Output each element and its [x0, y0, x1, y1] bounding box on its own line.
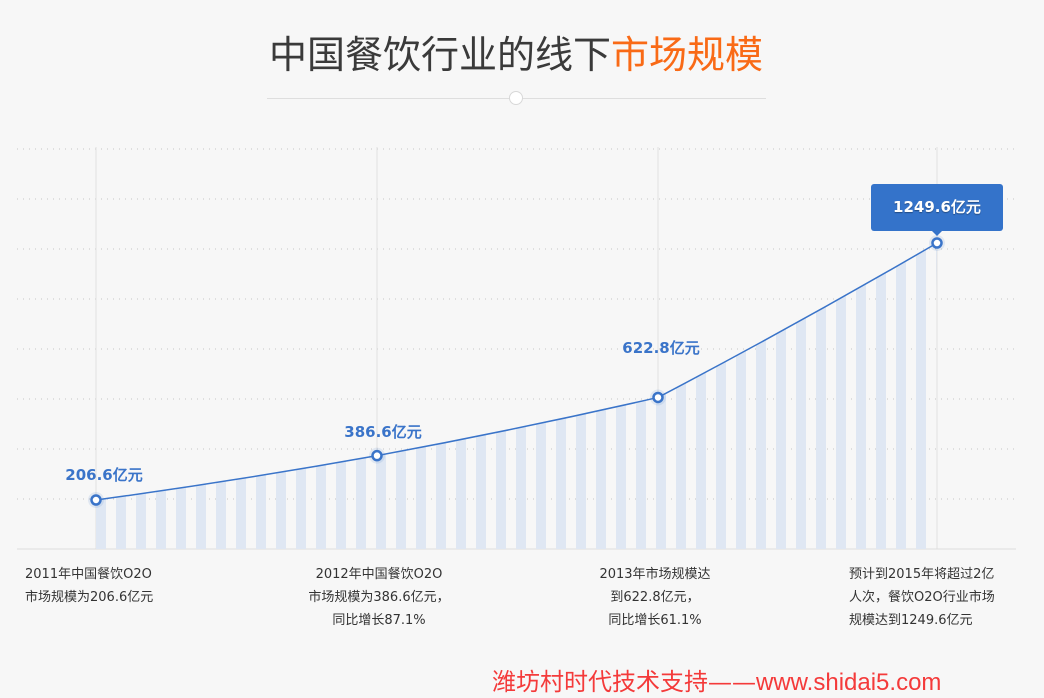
- caption-line: 市场规模为386.6亿元，: [308, 590, 450, 605]
- caption-line: 同比增长87.1%: [332, 613, 426, 628]
- value-label-2012: 386.6亿元: [344, 423, 422, 441]
- caption-2013: 2013年市场规模达 到622.8亿元， 同比增长61.1%: [599, 563, 710, 632]
- caption-line: 同比增长61.1%: [608, 613, 702, 628]
- page-title: 中国餐饮行业的线下市场规模: [0, 24, 1032, 79]
- data-point-marker: [90, 494, 102, 506]
- title-highlight: 市场规模: [611, 33, 764, 77]
- caption-line: 预计到2015年将超过2亿: [849, 567, 995, 582]
- title-main: 中国餐饮行业的线下: [268, 33, 611, 77]
- data-line: [95, 242, 938, 501]
- caption-line: 规模达到1249.6亿元: [849, 613, 973, 628]
- caption-line: 人次，餐饮O2O行业市场: [849, 590, 995, 605]
- caption-line: 市场规模为206.6亿元: [25, 590, 154, 605]
- data-point-marker: [371, 449, 383, 462]
- footer-text: 潍坊村时代技术支持——: [492, 668, 756, 696]
- striped-area-fill: [96, 243, 937, 549]
- caption-2011: 2011年中国餐饮O2O 市场规模为206.6亿元: [25, 563, 153, 609]
- caption-2012: 2012年中国餐饮O2O 市场规模为386.6亿元， 同比增长87.1%: [308, 563, 449, 632]
- footer-url[interactable]: www.shidai5.com: [756, 669, 942, 696]
- data-points: [88, 235, 945, 508]
- divider-circle-icon: [509, 91, 523, 105]
- footer-credit: 潍坊村时代技术支持——www.shidai5.com: [492, 662, 941, 697]
- value-label-2011: 206.6亿元: [65, 466, 143, 484]
- caption-line: 到622.8亿元，: [610, 590, 700, 605]
- value-tooltip-2015: 1249.6亿元: [871, 184, 1003, 236]
- caption-line: 2011年中国餐饮O2O: [25, 567, 152, 582]
- caption-line: 2012年中国餐饮O2O: [315, 567, 443, 582]
- data-point-marker: [652, 391, 664, 404]
- caption-line: 2013年市场规模达: [599, 567, 711, 582]
- caption-2015: 预计到2015年将超过2亿 人次，餐饮O2O行业市场 规模达到1249.6亿元: [849, 563, 995, 632]
- value-label-2013: 622.8亿元: [622, 339, 700, 357]
- data-point-marker: [931, 237, 943, 249]
